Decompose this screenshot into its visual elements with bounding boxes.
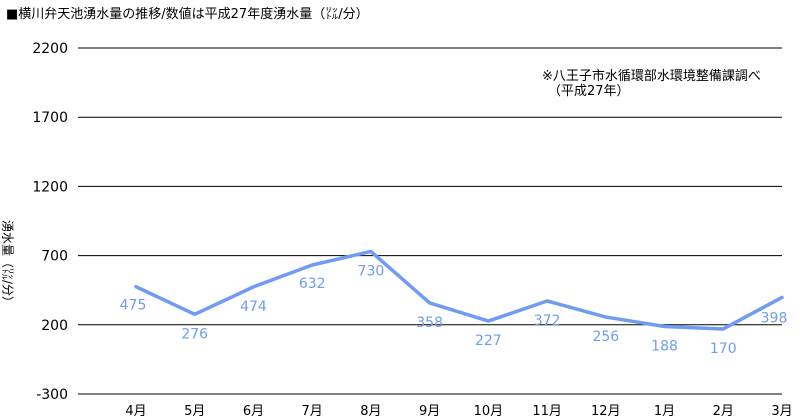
data-label: 730 xyxy=(358,263,385,279)
data-label: 227 xyxy=(475,333,502,349)
x-tick-label: 8月 xyxy=(360,404,381,419)
x-tick-label: 9月 xyxy=(419,404,440,419)
y-tick-label: -300 xyxy=(36,387,68,403)
y-tick-label: 700 xyxy=(41,249,68,265)
x-tick-label: 10月 xyxy=(474,404,504,419)
y-axis-ticks: 2200 1700 1200 700 200 -300 xyxy=(32,41,68,403)
data-label: 358 xyxy=(416,315,443,331)
source-note: ※八王子市水循環部水環境整備課調べ xyxy=(542,69,761,84)
x-tick-label: 2月 xyxy=(713,404,734,419)
y-tick-label: 2200 xyxy=(32,41,68,57)
data-point xyxy=(721,327,725,331)
data-point xyxy=(545,299,549,303)
data-point xyxy=(369,249,373,253)
x-tick-label: 4月 xyxy=(125,404,146,419)
x-tick-label: 7月 xyxy=(302,404,323,419)
x-tick-label: 12月 xyxy=(591,404,621,419)
data-points xyxy=(134,249,784,331)
x-tick-label: 1月 xyxy=(654,404,675,419)
data-point xyxy=(604,315,608,319)
data-point xyxy=(193,312,197,316)
chart-title: ■横川弁天池湧水量の推移/数値は平成27年度湧水量（㍑/分） xyxy=(6,7,369,22)
data-label: 276 xyxy=(181,326,208,342)
x-tick-label: 11月 xyxy=(532,404,562,419)
y-tick-label: 200 xyxy=(41,318,68,334)
x-tick-label: 3月 xyxy=(771,404,792,419)
data-point xyxy=(134,285,138,289)
data-label: 188 xyxy=(651,338,678,354)
data-label: 474 xyxy=(240,299,267,315)
data-point xyxy=(663,324,667,328)
y-tick-label: 1200 xyxy=(32,179,68,195)
data-point xyxy=(310,263,314,267)
data-label: 475 xyxy=(120,298,147,314)
data-point xyxy=(428,301,432,305)
data-point xyxy=(780,295,784,299)
data-label: 256 xyxy=(592,329,619,345)
x-tick-label: 6月 xyxy=(243,404,264,419)
data-point xyxy=(251,285,255,289)
data-label: 372 xyxy=(534,313,561,329)
data-label: 632 xyxy=(299,276,326,292)
data-label: 398 xyxy=(761,310,788,326)
x-axis-ticks: 4月 5月 6月 7月 8月 9月 10月 11月 12月 1月 2月 3月 xyxy=(125,404,792,419)
y-tick-label: 1700 xyxy=(32,110,68,126)
series-line xyxy=(134,249,784,331)
data-labels: 475 276 474 632 730 358 227 372 256 188 170 398 xyxy=(120,263,788,357)
data-label: 170 xyxy=(710,341,737,357)
source-note-year: （平成27年） xyxy=(548,84,630,99)
data-point xyxy=(486,319,490,323)
x-tick-label: 5月 xyxy=(184,404,205,419)
